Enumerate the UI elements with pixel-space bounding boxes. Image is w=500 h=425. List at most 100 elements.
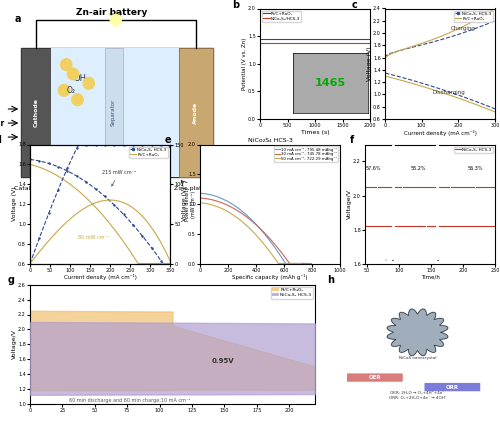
- Y-axis label: Voltage/V: Voltage/V: [346, 189, 352, 219]
- NiCo₂S₄/HCS-3: [309, 40, 315, 45]
- NiCo₂S₄/HCS-3: [257, 40, 263, 45]
- 30 mA cm⁻¹, 745.78 mAhg⁻¹: [261, 230, 267, 235]
- Text: Charging: Charging: [451, 26, 476, 31]
- NiCo₂S₄/HCS-3: [316, 40, 322, 45]
- 10 mA cm⁻¹, 795.48 mAhg⁻¹: [291, 261, 297, 266]
- Legend: NiCo₂S₄ HCS-3, Pt/C+RuO₂: NiCo₂S₄ HCS-3, Pt/C+RuO₂: [454, 11, 493, 22]
- 50 mA cm⁻¹, 722.29 mAhg⁻¹: [289, 261, 295, 266]
- Pt/C+RuO₂: [309, 37, 315, 42]
- NiCo₂S₄/HCS-3: [322, 40, 328, 45]
- Text: Air: Air: [0, 119, 5, 128]
- Text: 57.6%: 57.6%: [366, 166, 381, 171]
- Text: h: h: [328, 275, 334, 285]
- NiCo₂S₄ HCS-3: [160, 261, 166, 266]
- Line: NiCo₂S₄ HCS-3: NiCo₂S₄ HCS-3: [29, 159, 171, 264]
- Text: c: c: [352, 0, 358, 10]
- NiCo₂S₄/HCS-3: [364, 40, 370, 45]
- NiCo₂S₄ HCS-3: [110, 201, 116, 207]
- Circle shape: [110, 14, 122, 26]
- NiCo₂S₄ HCS-3: [112, 204, 118, 209]
- Text: 56.3%: 56.3%: [468, 166, 483, 171]
- Pt/C+RuO₂: [167, 261, 173, 266]
- Y-axis label: Voltage (V): Voltage (V): [12, 187, 16, 221]
- NiCo₂S₄ HCS-3: [154, 252, 160, 258]
- 50 mA cm⁻¹, 722.29 mAhg⁻¹: [276, 261, 281, 266]
- NiCo₂S₄ HCS-3: [145, 241, 151, 246]
- 10 mA cm⁻¹, 795.48 mAhg⁻¹: [197, 191, 203, 196]
- 50 mA cm⁻¹, 722.29 mAhg⁻¹: [198, 200, 203, 205]
- FancyBboxPatch shape: [347, 374, 403, 382]
- Line: NiCo₂S₄ HCS-3: NiCo₂S₄ HCS-3: [385, 21, 495, 58]
- Legend: Pt/C+RuO₂, NiCo₂S₄/HCS-3: Pt/C+RuO₂, NiCo₂S₄/HCS-3: [262, 11, 302, 22]
- 50 mA cm⁻¹, 722.29 mAhg⁻¹: [259, 239, 265, 244]
- NiCo₂S₄ HCS-3: [412, 44, 418, 49]
- 30 mA cm⁻¹, 745.78 mAhg⁻¹: [197, 196, 203, 201]
- Circle shape: [68, 68, 78, 80]
- Pt/C+RuO₂: [367, 37, 373, 42]
- NiCo₂S₄ HCS-3: [167, 261, 173, 266]
- NiCo₂S₄ HCS-3: [27, 157, 33, 162]
- 10 mA cm⁻¹, 795.48 mAhg⁻¹: [308, 261, 314, 266]
- Y-axis label: Voltage/V: Voltage/V: [12, 329, 16, 359]
- 30 mA cm⁻¹, 745.78 mAhg⁻¹: [198, 196, 203, 201]
- Y-axis label: Voltage (V): Voltage (V): [366, 46, 372, 81]
- NiCo₂S₄ HCS-3: [492, 18, 498, 23]
- Pt/C+RuO₂: [364, 37, 370, 42]
- Text: a: a: [14, 14, 21, 24]
- FancyBboxPatch shape: [424, 383, 480, 391]
- Text: g: g: [7, 275, 14, 285]
- FancyBboxPatch shape: [21, 48, 50, 177]
- Pt/C+RuO₂: [146, 261, 152, 266]
- Pt/C+RuO₂: [154, 261, 160, 266]
- 50 mA cm⁻¹, 722.29 mAhg⁻¹: [197, 200, 203, 205]
- Line: 30 mA cm⁻¹, 745.78 mAhg⁻¹: 30 mA cm⁻¹, 745.78 mAhg⁻¹: [200, 198, 304, 264]
- FancyBboxPatch shape: [50, 48, 179, 177]
- Y-axis label: Power density
(mW cm⁻²): Power density (mW cm⁻²): [185, 187, 196, 221]
- Pt/C+RuO₂: [112, 229, 118, 234]
- Y-axis label: Potential (V vs. Zn): Potential (V vs. Zn): [242, 37, 246, 90]
- Y-axis label: Voltage (V): Voltage (V): [182, 187, 186, 221]
- NiCo₂S₄ HCS-3: [388, 51, 394, 56]
- Text: 55.2%: 55.2%: [410, 166, 426, 171]
- 30 mA cm⁻¹, 745.78 mAhg⁻¹: [302, 261, 308, 266]
- Pt/C+RuO₂: [27, 162, 33, 167]
- 50 mA cm⁻¹, 722.29 mAhg⁻¹: [282, 261, 288, 266]
- 10 mA cm⁻¹, 795.48 mAhg⁻¹: [282, 261, 288, 266]
- 10 mA cm⁻¹, 795.48 mAhg⁻¹: [263, 233, 269, 238]
- NiCo₂S₄ HCS-3: [386, 51, 392, 57]
- X-axis label: Times (s): Times (s): [300, 130, 330, 135]
- Text: OH⁻: OH⁻: [74, 74, 90, 83]
- Legend: Pt/C+RuO₂, NiCo₂S₄ HCS-3: Pt/C+RuO₂, NiCo₂S₄ HCS-3: [271, 287, 313, 299]
- Circle shape: [72, 94, 83, 105]
- Pt/C+RuO₂: [110, 226, 116, 231]
- Text: ORR: O₂+2H₂O+4e⁻ → 4OH⁻: ORR: O₂+2H₂O+4e⁻ → 4OH⁻: [388, 396, 446, 400]
- 30 mA cm⁻¹, 745.78 mAhg⁻¹: [285, 259, 291, 264]
- Line: 10 mA cm⁻¹, 795.48 mAhg⁻¹: 10 mA cm⁻¹, 795.48 mAhg⁻¹: [200, 193, 312, 264]
- Text: Zn-air battery: Zn-air battery: [76, 8, 147, 17]
- Text: Anode: Anode: [193, 102, 198, 124]
- Circle shape: [83, 77, 94, 89]
- Pt/C+RuO₂: [110, 225, 116, 230]
- X-axis label: Specific capacity (mAh g⁻¹): Specific capacity (mAh g⁻¹): [232, 274, 308, 280]
- NiCo₂S₄ HCS-3: [382, 55, 388, 60]
- Text: 80 mW cm⁻²: 80 mW cm⁻²: [78, 235, 109, 240]
- Text: Electrolyte: Electrolyte: [115, 157, 152, 164]
- NiCo₂S₄/HCS-3: [367, 40, 373, 45]
- Text: f: f: [350, 135, 354, 145]
- 30 mA cm⁻¹, 745.78 mAhg⁻¹: [292, 261, 298, 266]
- Legend: 10 mA cm⁻¹, 795.48 mAhg⁻¹, 30 mA cm⁻¹, 745.78 mAhg⁻¹, 50 mA cm⁻¹, 722.29 mAhg⁻¹: 10 mA cm⁻¹, 795.48 mAhg⁻¹, 30 mA cm⁻¹, 7…: [274, 147, 338, 162]
- Circle shape: [58, 85, 70, 96]
- Title: NiCo₂S₄ HCS-3: NiCo₂S₄ HCS-3: [248, 138, 292, 143]
- X-axis label: Time/h: Time/h: [420, 274, 440, 279]
- Text: Zinc plate: Zinc plate: [174, 186, 206, 191]
- Pt/C+RuO₂: [310, 37, 316, 42]
- Legend: NiCo₂S₄ HCS-3, Pt/C+RuO₂: NiCo₂S₄ HCS-3, Pt/C+RuO₂: [128, 147, 168, 158]
- Pt/C+RuO₂: [322, 37, 328, 42]
- 10 mA cm⁻¹, 795.48 mAhg⁻¹: [298, 261, 304, 266]
- 30 mA cm⁻¹, 745.78 mAhg⁻¹: [258, 227, 264, 232]
- Text: OER: OER: [368, 375, 381, 380]
- NiCo₂S₄/HCS-3: [310, 40, 316, 45]
- FancyBboxPatch shape: [104, 48, 122, 177]
- 50 mA cm⁻¹, 722.29 mAhg⁻¹: [257, 237, 263, 242]
- Pt/C+RuO₂: [28, 162, 34, 167]
